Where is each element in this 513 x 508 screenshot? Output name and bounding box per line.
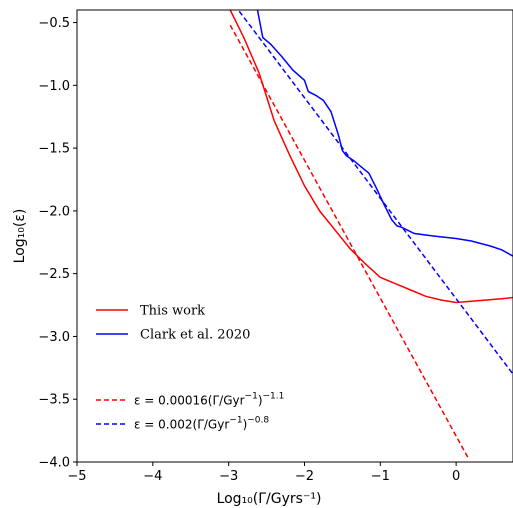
- series-line-3: [229, 24, 469, 459]
- series-line-1: [229, 10, 513, 304]
- x-tick-label: 0: [452, 469, 460, 484]
- y-tick-label: −0.5: [38, 16, 70, 31]
- x-tick-label: −5: [67, 469, 86, 484]
- y-tick-label: −1.0: [38, 79, 70, 94]
- legend-label: ε = 0.002(Γ/Gyr−1)−0.8: [134, 416, 269, 432]
- plot-frame: [76, 9, 513, 463]
- series-layer: [229, 10, 513, 459]
- y-tick-label: −4.0: [38, 456, 70, 471]
- x-tick-label: −4: [143, 469, 162, 484]
- x-axis-label: Log₁₀(Γ/Gyrs⁻¹): [217, 491, 322, 507]
- y-tick-label: −2.5: [38, 267, 70, 282]
- legend-label: ε = 0.00016(Γ/Gyr−1)−1.1: [134, 392, 284, 408]
- legend-upper: This work Clark et al. 2020: [96, 304, 250, 343]
- series-line-2: [256, 10, 513, 257]
- x-tick-label: −1: [371, 469, 390, 484]
- series-line-4: [238, 10, 513, 375]
- y-tick-label: −3.0: [38, 330, 70, 345]
- y-tick-label: −3.5: [38, 393, 70, 408]
- axes-layer: −5 −4 −3 −2 −1 0 −4.0 −3.5 −3.0 −2.5 −2.0 −1.5 −1.0 −…: [38, 9, 513, 484]
- x-tick-label: −3: [219, 469, 238, 484]
- y-tick-label: −1.5: [38, 142, 70, 157]
- x-tick-label: −2: [295, 469, 314, 484]
- legend-label: This work: [140, 304, 205, 319]
- legend-lower: ε = 0.00016(Γ/Gyr−1)−1.1 ε = 0.002(Γ/Gyr−…: [96, 392, 284, 432]
- y-axis-label: Log₁₀(ε): [12, 209, 28, 264]
- legend-label: Clark et al. 2020: [140, 328, 250, 343]
- y-tick-label: −2.0: [38, 204, 70, 219]
